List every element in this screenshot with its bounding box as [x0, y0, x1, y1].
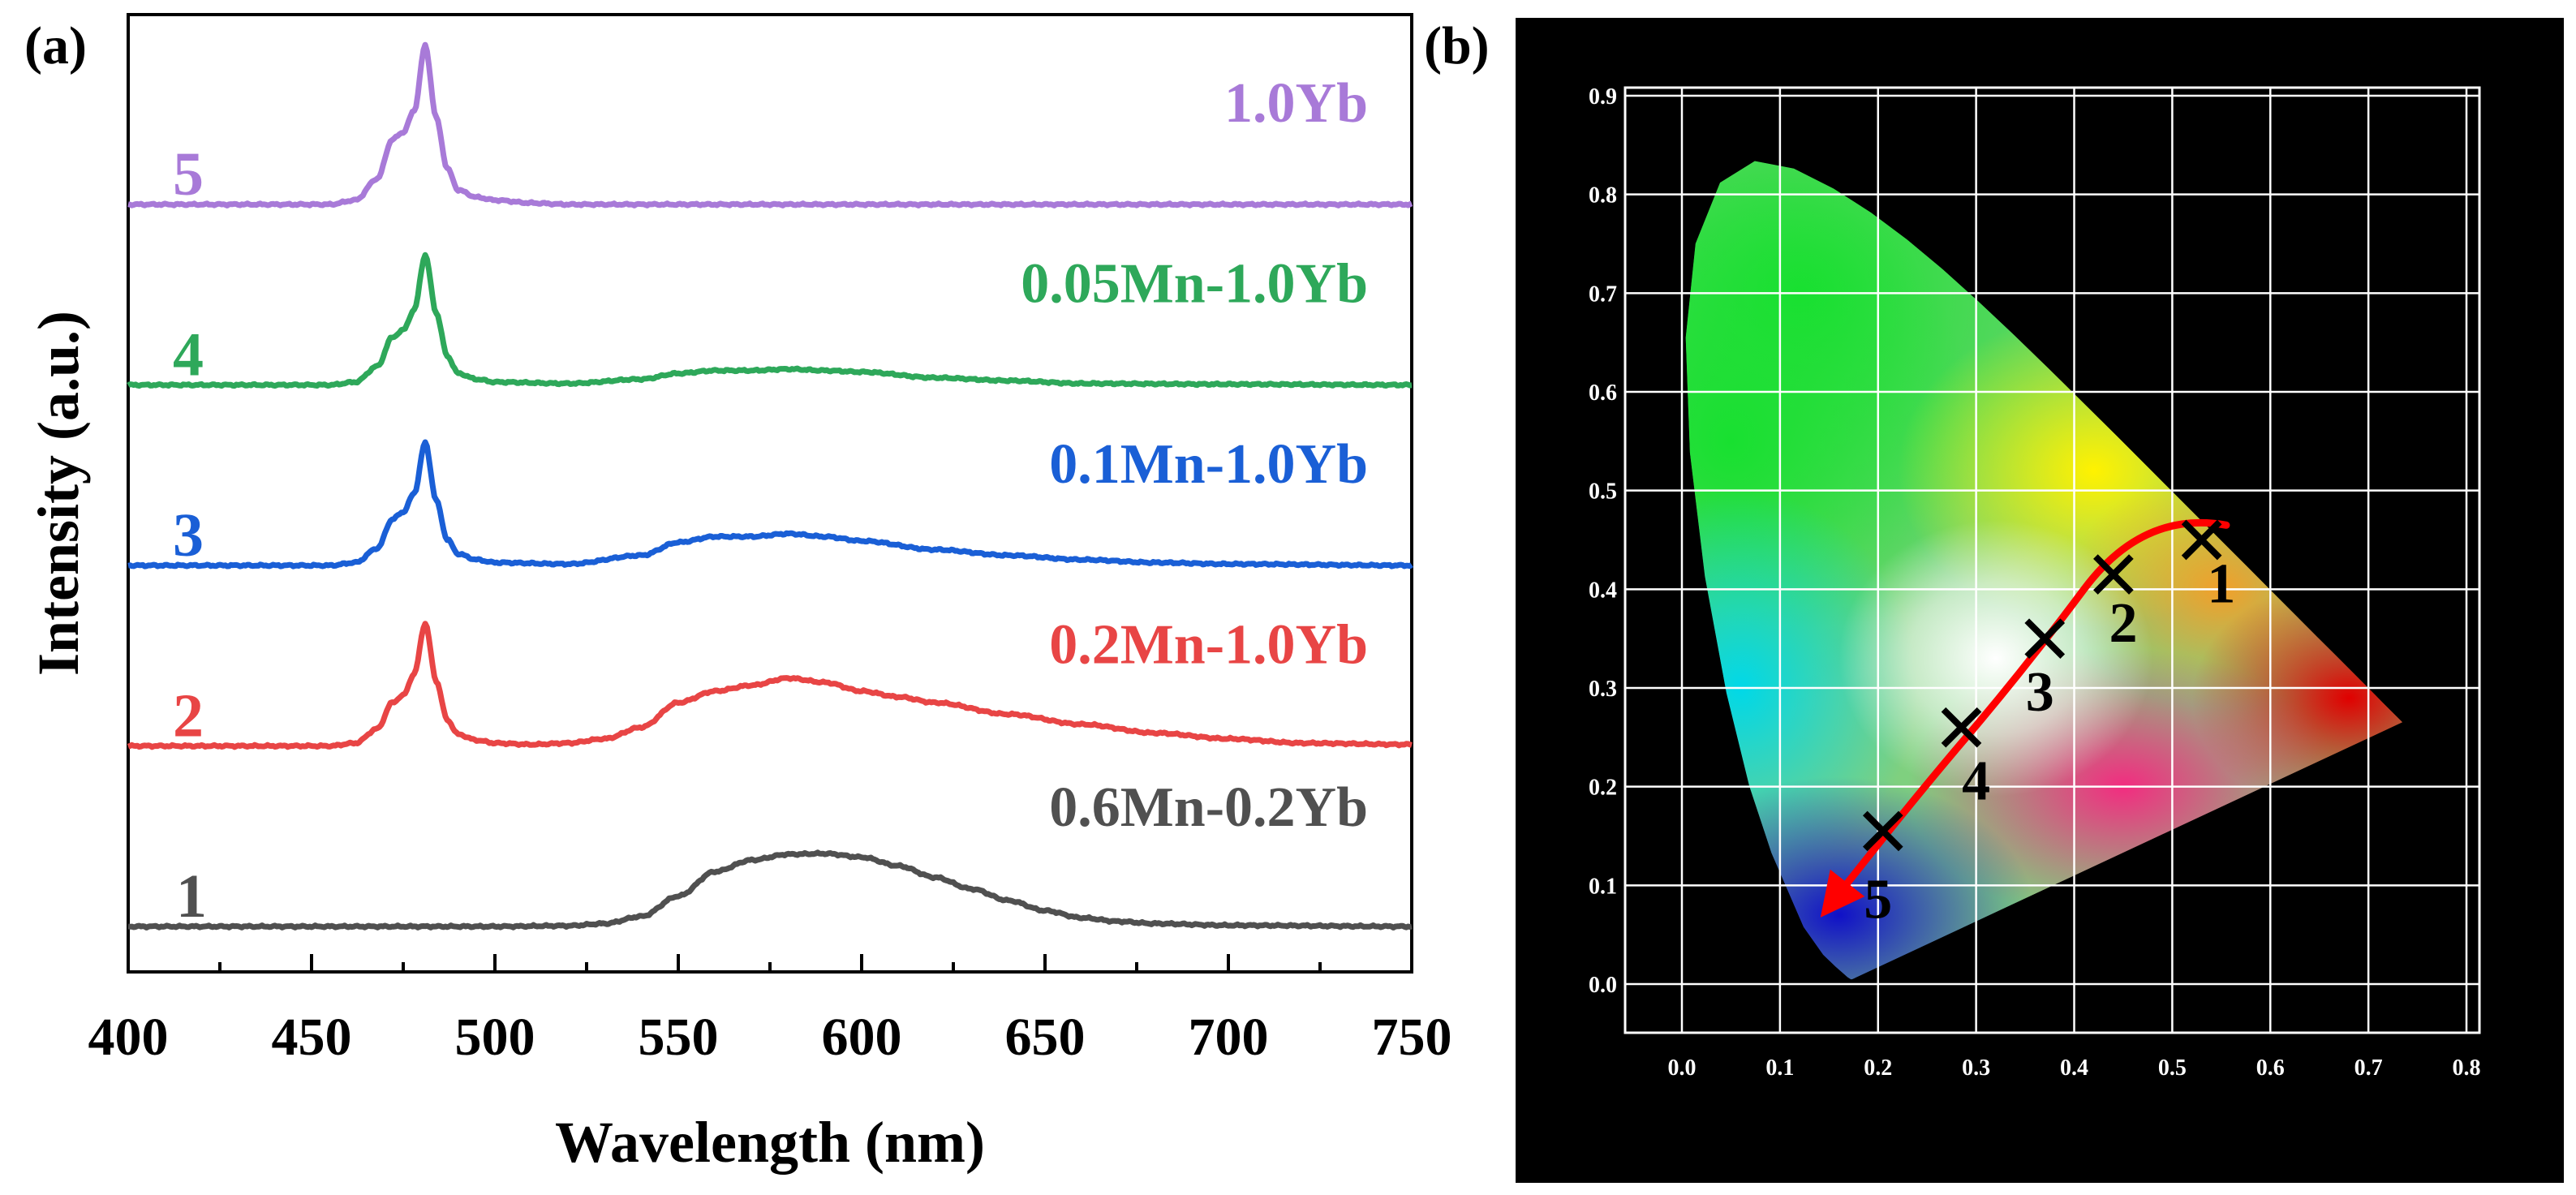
- spectrum-label-3: 0.1Mn-1.0Yb: [1049, 433, 1368, 496]
- cie-plot-border: [1623, 86, 2481, 1034]
- cie-y-tick-label: 0.5: [1589, 479, 1617, 505]
- cie-point-label-5: 5: [1864, 869, 1892, 931]
- cie-x-tick-label: 0.6: [2256, 1055, 2285, 1081]
- spectrum-number-1: 1: [176, 862, 207, 931]
- cie-point-label-3: 3: [2026, 661, 2054, 724]
- cie-x-tick-label: 0.8: [2453, 1055, 2481, 1081]
- x-tick-label: 500: [455, 1008, 535, 1067]
- spectrum-line-4: [127, 251, 1413, 389]
- cie-point-label-1: 1: [2207, 552, 2235, 615]
- spectrum-line-5: [127, 41, 1413, 208]
- cie-grid: [1623, 86, 2481, 1034]
- spectrum-label-1: 0.6Mn-0.2Yb: [1049, 776, 1368, 839]
- x-tick-label: 550: [639, 1008, 719, 1067]
- cie-y-tick-label: 0.8: [1589, 183, 1617, 208]
- x-tick-label: 750: [1372, 1008, 1452, 1067]
- cie-x-tick-label: 0.1: [1765, 1055, 1794, 1081]
- spectra-labels: 1 0.6Mn-0.2Yb 2 0.2Mn-1.0Yb 3 0.1Mn-1.0Yb 4 0.0…: [173, 72, 1368, 931]
- x-tick-label: 600: [822, 1008, 902, 1067]
- spectrum-line-2: [127, 621, 1413, 750]
- spectrum-line-3: [127, 439, 1413, 570]
- x-axis-label: Wavelength (nm): [555, 1110, 985, 1175]
- x-tick-label: 450: [272, 1008, 352, 1067]
- panel-a-label: (a): [24, 16, 87, 75]
- panel-b: (b) 0.0 0.1 0.2 0.3 0.4 0.5 0.6 0.7 0.8 0.0 0.1 0.2…: [1424, 16, 2564, 1183]
- cie-x-tick-label: 0.2: [1864, 1055, 1892, 1081]
- cie-x-tick-label: 0.4: [2060, 1055, 2088, 1081]
- cie-point-marker-2: [2093, 554, 2134, 595]
- cie-x-tick-label: 0.7: [2355, 1055, 2383, 1081]
- spectrum-number-2: 2: [173, 682, 204, 750]
- spectrum-label-2: 0.2Mn-1.0Yb: [1049, 614, 1368, 677]
- x-tick-label: 650: [1005, 1008, 1086, 1067]
- spectrum-number-5: 5: [173, 140, 204, 208]
- cie-axis-ticks: 0.0 0.1 0.2 0.3 0.4 0.5 0.6 0.7 0.8 0.0 0.1 0.2 0.3 0…: [1589, 84, 2481, 1081]
- cie-x-tick-label: 0.5: [2158, 1055, 2187, 1081]
- cie-point-label-2: 2: [2109, 592, 2137, 655]
- cie-point-marker-4: [1941, 707, 1982, 748]
- x-axis-ticks: 400 450 500 550 600 650 700 750: [88, 954, 1452, 1067]
- cie-y-tick-label: 0.1: [1589, 874, 1617, 899]
- cie-point-label-4: 4: [1962, 750, 1990, 813]
- cie-y-tick-label: 0.0: [1589, 973, 1617, 998]
- cie-points: 1 234 5: [1862, 519, 2235, 931]
- cie-y-tick-label: 0.7: [1589, 282, 1617, 307]
- panel-a: (a) 1 0.6Mn-0.2Yb 2 0.2Mn-1.0Yb 3 0.1Mn-1.0Yb…: [24, 13, 1452, 1175]
- x-tick-label: 400: [88, 1008, 169, 1067]
- spectrum-line-1: [127, 849, 1413, 931]
- cie-x-tick-label: 0.0: [1668, 1055, 1697, 1081]
- cie-y-tick-label: 0.9: [1589, 84, 1617, 110]
- spectrum-label-4: 0.05Mn-1.0Yb: [1021, 253, 1368, 316]
- spectrum-number-3: 3: [173, 501, 204, 570]
- cie-y-tick-label: 0.6: [1589, 380, 1617, 406]
- cie-x-tick-label: 0.3: [1962, 1055, 1990, 1081]
- x-tick-label: 700: [1189, 1008, 1269, 1067]
- y-axis-label: Intensity (a.u.): [26, 311, 91, 676]
- spectra-group: [127, 41, 1413, 931]
- cie-y-tick-label: 0.3: [1589, 677, 1617, 702]
- cie-point-marker-3: [2024, 618, 2066, 659]
- panel-b-label: (b): [1424, 16, 1490, 75]
- cie-y-tick-label: 0.4: [1589, 578, 1617, 603]
- spectrum-number-4: 4: [173, 321, 204, 389]
- cie-point-marker-5: [1862, 810, 1903, 852]
- cie-y-tick-label: 0.2: [1589, 776, 1617, 801]
- cie-point-marker-1: [2181, 519, 2222, 561]
- spectrum-label-5: 1.0Yb: [1224, 72, 1368, 135]
